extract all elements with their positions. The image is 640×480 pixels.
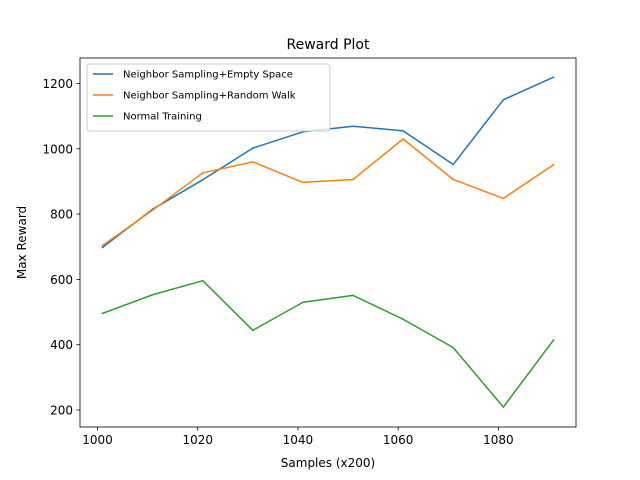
legend-label-neighbor-sampling-random-walk: Neighbor Sampling+Random Walk xyxy=(123,91,296,102)
y-tick-label: 200 xyxy=(50,404,73,418)
data-point-neighbor-sampling-random-walk-3 xyxy=(252,161,254,163)
y-tick-label: 600 xyxy=(50,273,73,287)
y-axis-label: Max Reward xyxy=(15,206,29,279)
data-point-neighbor-sampling-random-walk-5 xyxy=(352,178,354,181)
y-tick-label: 1000 xyxy=(42,142,73,156)
y-tick-label: 400 xyxy=(50,338,73,352)
data-point-neighbor-sampling-empty-space-9 xyxy=(552,76,555,79)
data-point-neighbor-sampling-random-walk-6 xyxy=(402,138,404,140)
legend-box xyxy=(86,63,331,132)
y-tick-label: 1200 xyxy=(42,77,73,91)
data-point-neighbor-sampling-empty-space-5 xyxy=(352,125,354,128)
x-tick-label: 1080 xyxy=(483,433,514,447)
chart-title: Reward Plot xyxy=(287,37,370,53)
data-point-normal-training-9 xyxy=(552,339,555,341)
legend: Neighbor Sampling+Empty Space Neighbor Sa… xyxy=(86,63,331,132)
data-point-neighbor-sampling-random-walk-2 xyxy=(201,172,204,174)
series-line-normal-training xyxy=(101,279,555,408)
legend-label-normal-training: Normal Training xyxy=(123,112,202,123)
data-point-neighbor-sampling-empty-space-6 xyxy=(402,130,404,132)
data-point-normal-training-8 xyxy=(502,406,505,408)
series-line-neighbor-sampling-random-walk xyxy=(101,138,555,247)
data-point-normal-training-1 xyxy=(151,293,154,296)
data-point-neighbor-sampling-empty-space-8 xyxy=(502,99,505,101)
x-tick-label: 1000 xyxy=(82,433,113,447)
data-point-neighbor-sampling-empty-space-2 xyxy=(201,179,204,181)
data-point-neighbor-sampling-random-walk-9 xyxy=(552,163,555,166)
data-point-normal-training-6 xyxy=(402,318,404,321)
data-point-neighbor-sampling-empty-space-3 xyxy=(252,147,254,149)
legend-label-neighbor-sampling-empty-space: Neighbor Sampling+Empty Space xyxy=(123,70,293,81)
data-point-normal-training-4 xyxy=(302,301,304,304)
y-tick-label: 800 xyxy=(50,208,73,222)
data-point-neighbor-sampling-random-walk-0 xyxy=(101,244,104,247)
data-point-normal-training-5 xyxy=(352,294,354,297)
x-tick-label: 1040 xyxy=(283,433,314,447)
x-tick-label: 1020 xyxy=(182,433,213,447)
data-point-neighbor-sampling-random-walk-7 xyxy=(452,178,455,181)
data-point-normal-training-7 xyxy=(452,346,455,349)
data-point-normal-training-2 xyxy=(201,279,204,282)
axis-ticks: 1000 1020 1040 1060 1080 200 400 600 800 1000 1200 xyxy=(42,77,513,447)
x-tick-label: 1060 xyxy=(383,433,414,447)
data-point-neighbor-sampling-random-walk-8 xyxy=(502,197,505,200)
data-point-neighbor-sampling-random-walk-4 xyxy=(302,181,304,184)
data-point-normal-training-0 xyxy=(101,312,104,315)
data-point-neighbor-sampling-empty-space-7 xyxy=(452,163,455,166)
x-axis-label: Samples (x200) xyxy=(281,456,375,470)
data-point-neighbor-sampling-random-walk-1 xyxy=(151,209,154,211)
plot-frame xyxy=(79,57,577,428)
data-point-neighbor-sampling-empty-space-0 xyxy=(101,246,104,249)
data-point-normal-training-3 xyxy=(252,329,254,332)
